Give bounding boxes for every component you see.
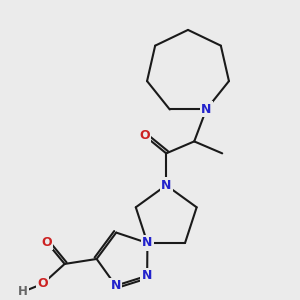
Text: O: O <box>37 278 48 290</box>
Text: H: H <box>18 285 28 298</box>
Text: N: N <box>142 269 152 282</box>
Text: N: N <box>142 236 153 250</box>
Text: N: N <box>111 279 121 292</box>
Text: N: N <box>161 179 171 192</box>
Text: N: N <box>201 103 211 116</box>
Text: O: O <box>139 129 149 142</box>
Text: O: O <box>41 236 52 248</box>
